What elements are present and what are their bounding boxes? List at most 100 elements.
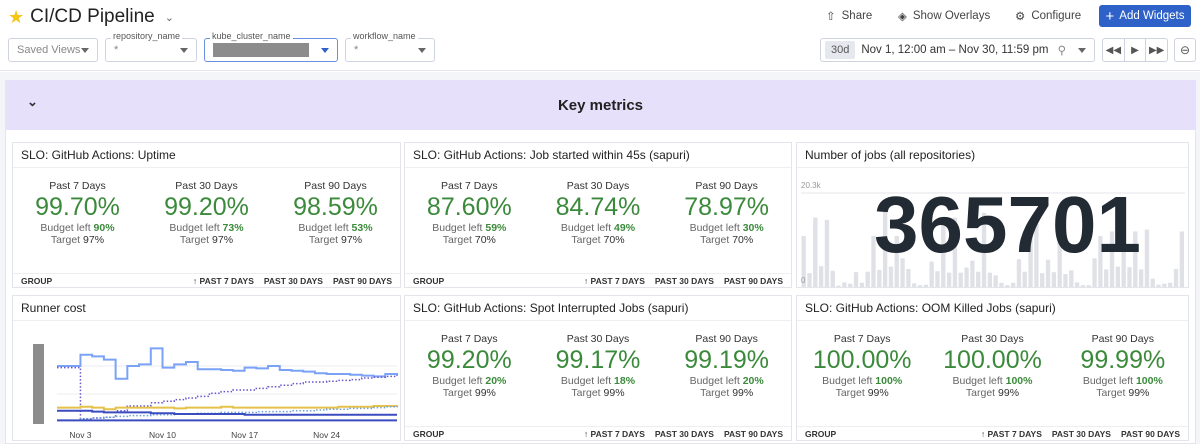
slo-value: 99.99% (1080, 346, 1166, 374)
caret-down-icon (418, 48, 426, 57)
redacted-value (213, 43, 309, 57)
column-group[interactable]: GROUP (21, 276, 53, 286)
play-button[interactable]: ▶ (1125, 39, 1147, 61)
budget-label: Budget left (169, 222, 220, 234)
period-label: Past 7 Days (441, 333, 498, 345)
jobs-bar (848, 283, 853, 287)
jobs-bar (1080, 285, 1086, 287)
jobs-bar (1005, 285, 1010, 287)
period-label: Past 30 Days (175, 180, 238, 192)
saved-views-select[interactable]: Saved Views (8, 38, 98, 62)
jobs-bar (894, 236, 899, 287)
slo-table-header: GROUP ↑ PAST 7 DAYS PAST 30 DAYS PAST 90… (405, 426, 791, 440)
column-past-90-days[interactable]: PAST 90 DAYS (332, 276, 392, 286)
column-past-7-days[interactable]: ↑ PAST 7 DAYS (192, 276, 254, 286)
y-axis-max-label: 20.3k (801, 181, 821, 190)
caret-down-icon (321, 48, 329, 57)
period-label: Past 30 Days (566, 180, 630, 192)
time-navigation: ◀◀ ▶ ▶▶ (1102, 38, 1168, 62)
budget-label: Budget left (560, 375, 612, 387)
column-past-90-days[interactable]: PAST 90 DAYS (723, 429, 783, 439)
jobs-bar (888, 266, 894, 287)
column-past-7-days[interactable]: ↑ PAST 7 DAYS (980, 429, 1042, 439)
target-label: Target (965, 387, 996, 399)
jobs-bar (871, 236, 876, 287)
jobs-bar (1022, 271, 1027, 287)
star-icon[interactable]: ★ (8, 6, 25, 27)
column-past-30-days[interactable]: PAST 30 DAYS (654, 276, 714, 286)
slo-period: Past 30 Days 84.74% Budget left 49% Targ… (534, 180, 661, 246)
time-range-picker[interactable]: 30d Nov 1, 12:00 am – Nov 30, 11:59 pm ⚲ (820, 38, 1095, 62)
chevron-down-icon[interactable]: ⌄ (164, 11, 174, 24)
column-group[interactable]: GROUP (805, 429, 837, 439)
jobs-bar (1162, 283, 1167, 287)
x-tick-label: Nov 17 (231, 430, 258, 440)
budget-label: Budget left (1082, 375, 1134, 387)
slo-value: 99.19% (684, 346, 770, 374)
jobs-bar (836, 285, 841, 287)
show-overlays-button[interactable]: ◈ Show Overlays (898, 9, 990, 23)
zoom-out-button[interactable]: ⊖ (1174, 38, 1196, 62)
workflow-filter-value: * (354, 44, 359, 56)
jobs-bar (1057, 238, 1062, 287)
jobs-bar (882, 201, 888, 287)
cost-series-line (57, 406, 398, 422)
target-value: 70% (474, 234, 496, 246)
slo-period: Past 30 Days 99.17% Budget left 18% Targ… (534, 333, 661, 399)
column-past-30-days[interactable]: PAST 30 DAYS (263, 276, 323, 286)
share-button[interactable]: ⇧ Share (826, 9, 872, 23)
jobs-bar (1144, 229, 1150, 287)
slo-period: Past 7 Days 87.60% Budget left 59% Targe… (406, 180, 533, 246)
jobs-bar (999, 282, 1004, 287)
add-widgets-button[interactable]: + Add Widgets (1099, 5, 1191, 27)
workflow-filter[interactable]: workflow_name * (345, 31, 435, 62)
budget-value: 100% (1005, 375, 1033, 387)
redacted-block (33, 344, 44, 424)
column-past-7-days[interactable]: ↑ PAST 7 DAYS (583, 429, 645, 439)
jobs-bar (1010, 282, 1016, 287)
group-header[interactable]: ⌄ Key metrics (5, 80, 1196, 130)
column-past-30-days[interactable]: PAST 30 DAYS (654, 429, 714, 439)
x-tick-label: Nov 24 (313, 430, 340, 440)
column-group[interactable]: GROUP (413, 429, 445, 439)
runner-cost-line-chart: Nov 3 Nov 10 Nov 17 Nov 24 (33, 344, 398, 440)
dashboard-title[interactable]: ★ CI/CD Pipeline ⌄ (8, 6, 174, 28)
budget-value: 59% (485, 222, 507, 234)
budget-label: Budget left (689, 222, 740, 234)
slo-table-header: GROUP ↑ PAST 7 DAYS PAST 30 DAYS PAST 90… (797, 426, 1188, 440)
caret-down-icon[interactable] (1078, 48, 1086, 57)
budget-value: 20% (742, 375, 764, 387)
column-past-90-days[interactable]: PAST 90 DAYS (1120, 429, 1180, 439)
widget-title: SLO: GitHub Actions: Job started within … (405, 143, 791, 168)
budget-label: Budget left (298, 222, 349, 234)
cluster-filter[interactable]: kube_cluster_name (204, 31, 338, 62)
caret-down-icon (81, 48, 89, 57)
column-group[interactable]: GROUP (413, 276, 445, 286)
column-label: PAST 7 DAYS (590, 429, 645, 439)
slo-value: 99.20% (164, 193, 249, 221)
rewind-button[interactable]: ◀◀ (1103, 39, 1125, 61)
jobs-bar (1150, 278, 1155, 287)
column-past-90-days[interactable]: PAST 90 DAYS (723, 276, 783, 286)
layers-icon: ◈ (898, 11, 907, 23)
widget-title: SLO: GitHub Actions: Spot Interrupted Jo… (405, 296, 791, 321)
jobs-bar (1034, 223, 1039, 287)
slo-widget: SLO: GitHub Actions: Job started within … (404, 142, 792, 288)
jobs-bar-chart (801, 192, 1185, 287)
jobs-bar (865, 271, 870, 287)
pin-icon[interactable]: ⚲ (1057, 45, 1066, 57)
chevron-down-icon[interactable]: ⌄ (27, 94, 38, 109)
column-past-30-days[interactable]: PAST 30 DAYS (1051, 429, 1111, 439)
configure-button[interactable]: ⚙ Configure (1015, 9, 1081, 23)
jobs-bar (906, 268, 911, 287)
jobs-bar (923, 284, 928, 287)
slo-value: 99.70% (35, 193, 120, 221)
repository-filter[interactable]: repository_name * (105, 31, 197, 62)
budget-value: 49% (614, 222, 636, 234)
target-label: Target (700, 387, 730, 399)
budget-value: 53% (351, 222, 373, 234)
fast-forward-button[interactable]: ▶▶ (1148, 44, 1165, 56)
jobs-bar (1156, 284, 1161, 287)
column-past-7-days[interactable]: ↑ PAST 7 DAYS (583, 276, 645, 286)
cost-series-line (57, 366, 398, 420)
